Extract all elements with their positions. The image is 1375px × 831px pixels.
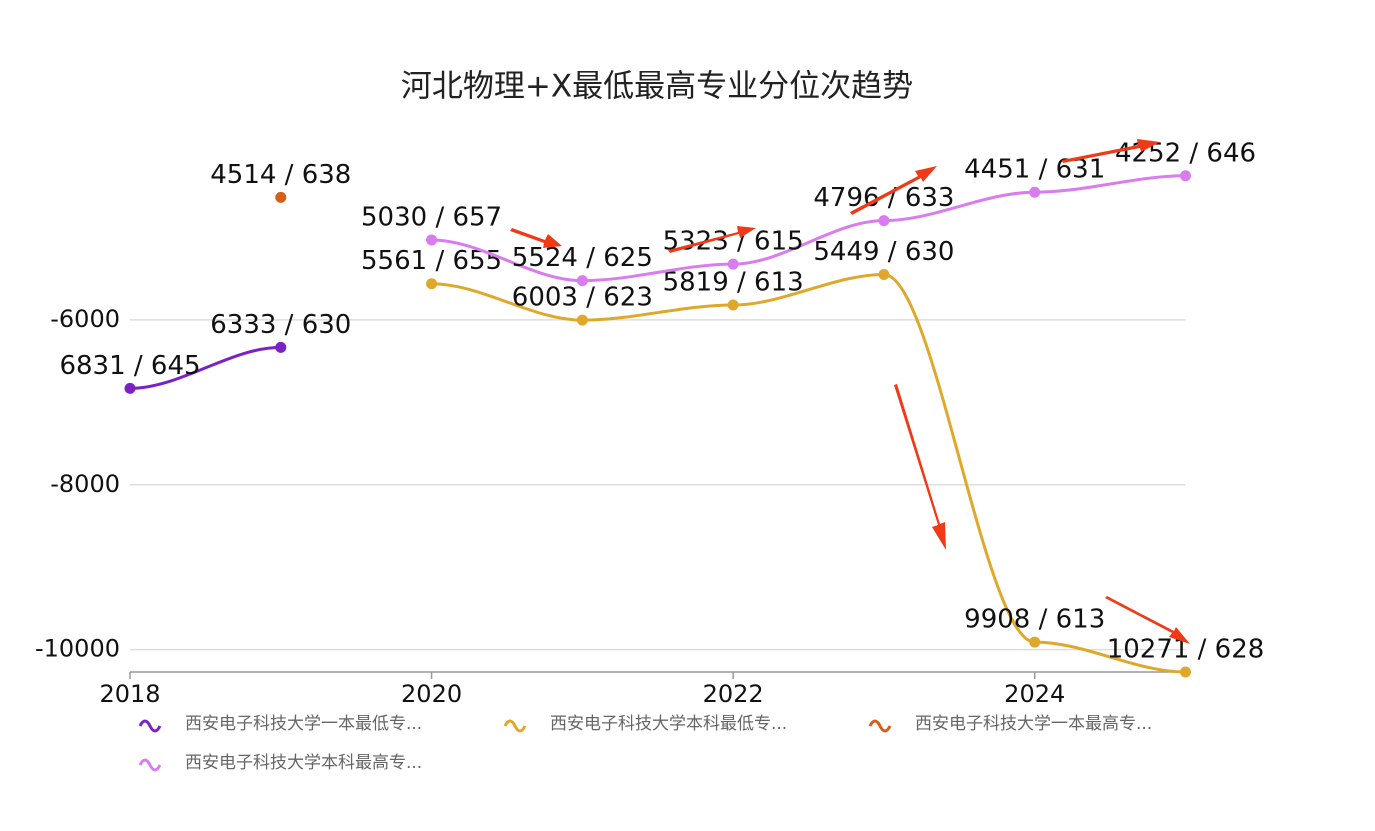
data-label: 9908 / 613 <box>964 605 1105 635</box>
arrow <box>894 384 946 550</box>
data-point <box>124 382 136 394</box>
legend-label: 西安电子科技大学本科最低专... <box>550 714 787 734</box>
data-point <box>275 341 287 353</box>
data-point <box>576 314 588 326</box>
data-point <box>878 215 890 227</box>
data-label: 5561 / 655 <box>361 246 502 276</box>
legend-icon <box>138 719 162 733</box>
data-point <box>1029 186 1041 198</box>
data-label: 6333 / 630 <box>210 310 351 340</box>
chart-title: 河北物理+X最低最高专业分位次趋势 <box>401 69 913 105</box>
data-point <box>576 275 588 287</box>
annotation-arrows <box>510 139 1190 644</box>
legend-icon <box>138 758 162 772</box>
data-point <box>426 278 438 290</box>
x-tick-label: 2022 <box>703 680 764 708</box>
data-point <box>727 299 739 311</box>
data-point <box>878 268 890 280</box>
legend-icon <box>868 719 892 733</box>
x-tick-label: 2018 <box>99 680 160 708</box>
data-label: 6003 / 623 <box>512 283 653 313</box>
y-tick-label: -6000 <box>50 305 120 333</box>
data-label: 4514 / 638 <box>210 160 351 190</box>
y-tick-label: -10000 <box>35 635 120 663</box>
data-label: 5449 / 630 <box>813 237 954 267</box>
data-label: 4451 / 631 <box>964 155 1105 185</box>
legend-label: 西安电子科技大学本科最高专... <box>185 753 422 773</box>
arrow <box>1105 596 1190 644</box>
x-tick-label: 2020 <box>401 680 462 708</box>
data-point <box>275 191 287 203</box>
data-label: 5030 / 657 <box>361 202 502 232</box>
legend-label: 西安电子科技大学一本最低专... <box>185 714 422 734</box>
data-point <box>1180 170 1191 182</box>
legend-label: 西安电子科技大学一本最高专... <box>915 714 1152 734</box>
data-label: 6831 / 645 <box>59 351 200 381</box>
arrow <box>668 226 756 253</box>
data-point <box>1029 636 1041 648</box>
arrow <box>1062 139 1160 163</box>
data-label: 5323 / 615 <box>663 227 804 257</box>
data-label: 5819 / 613 <box>663 267 804 297</box>
arrow <box>510 228 562 248</box>
arrow <box>850 166 937 215</box>
data-point <box>727 258 739 270</box>
data-point <box>426 234 438 246</box>
data-label: 5524 / 625 <box>512 243 653 273</box>
legend-icon <box>503 719 527 733</box>
x-tick-label: 2024 <box>1004 680 1065 708</box>
series-line <box>129 345 281 390</box>
data-label: 4252 / 646 <box>1115 138 1256 168</box>
data-label: 4796 / 633 <box>813 183 954 213</box>
y-tick-label: -8000 <box>50 470 120 498</box>
data-point <box>1180 666 1191 678</box>
series-line <box>431 174 1186 283</box>
